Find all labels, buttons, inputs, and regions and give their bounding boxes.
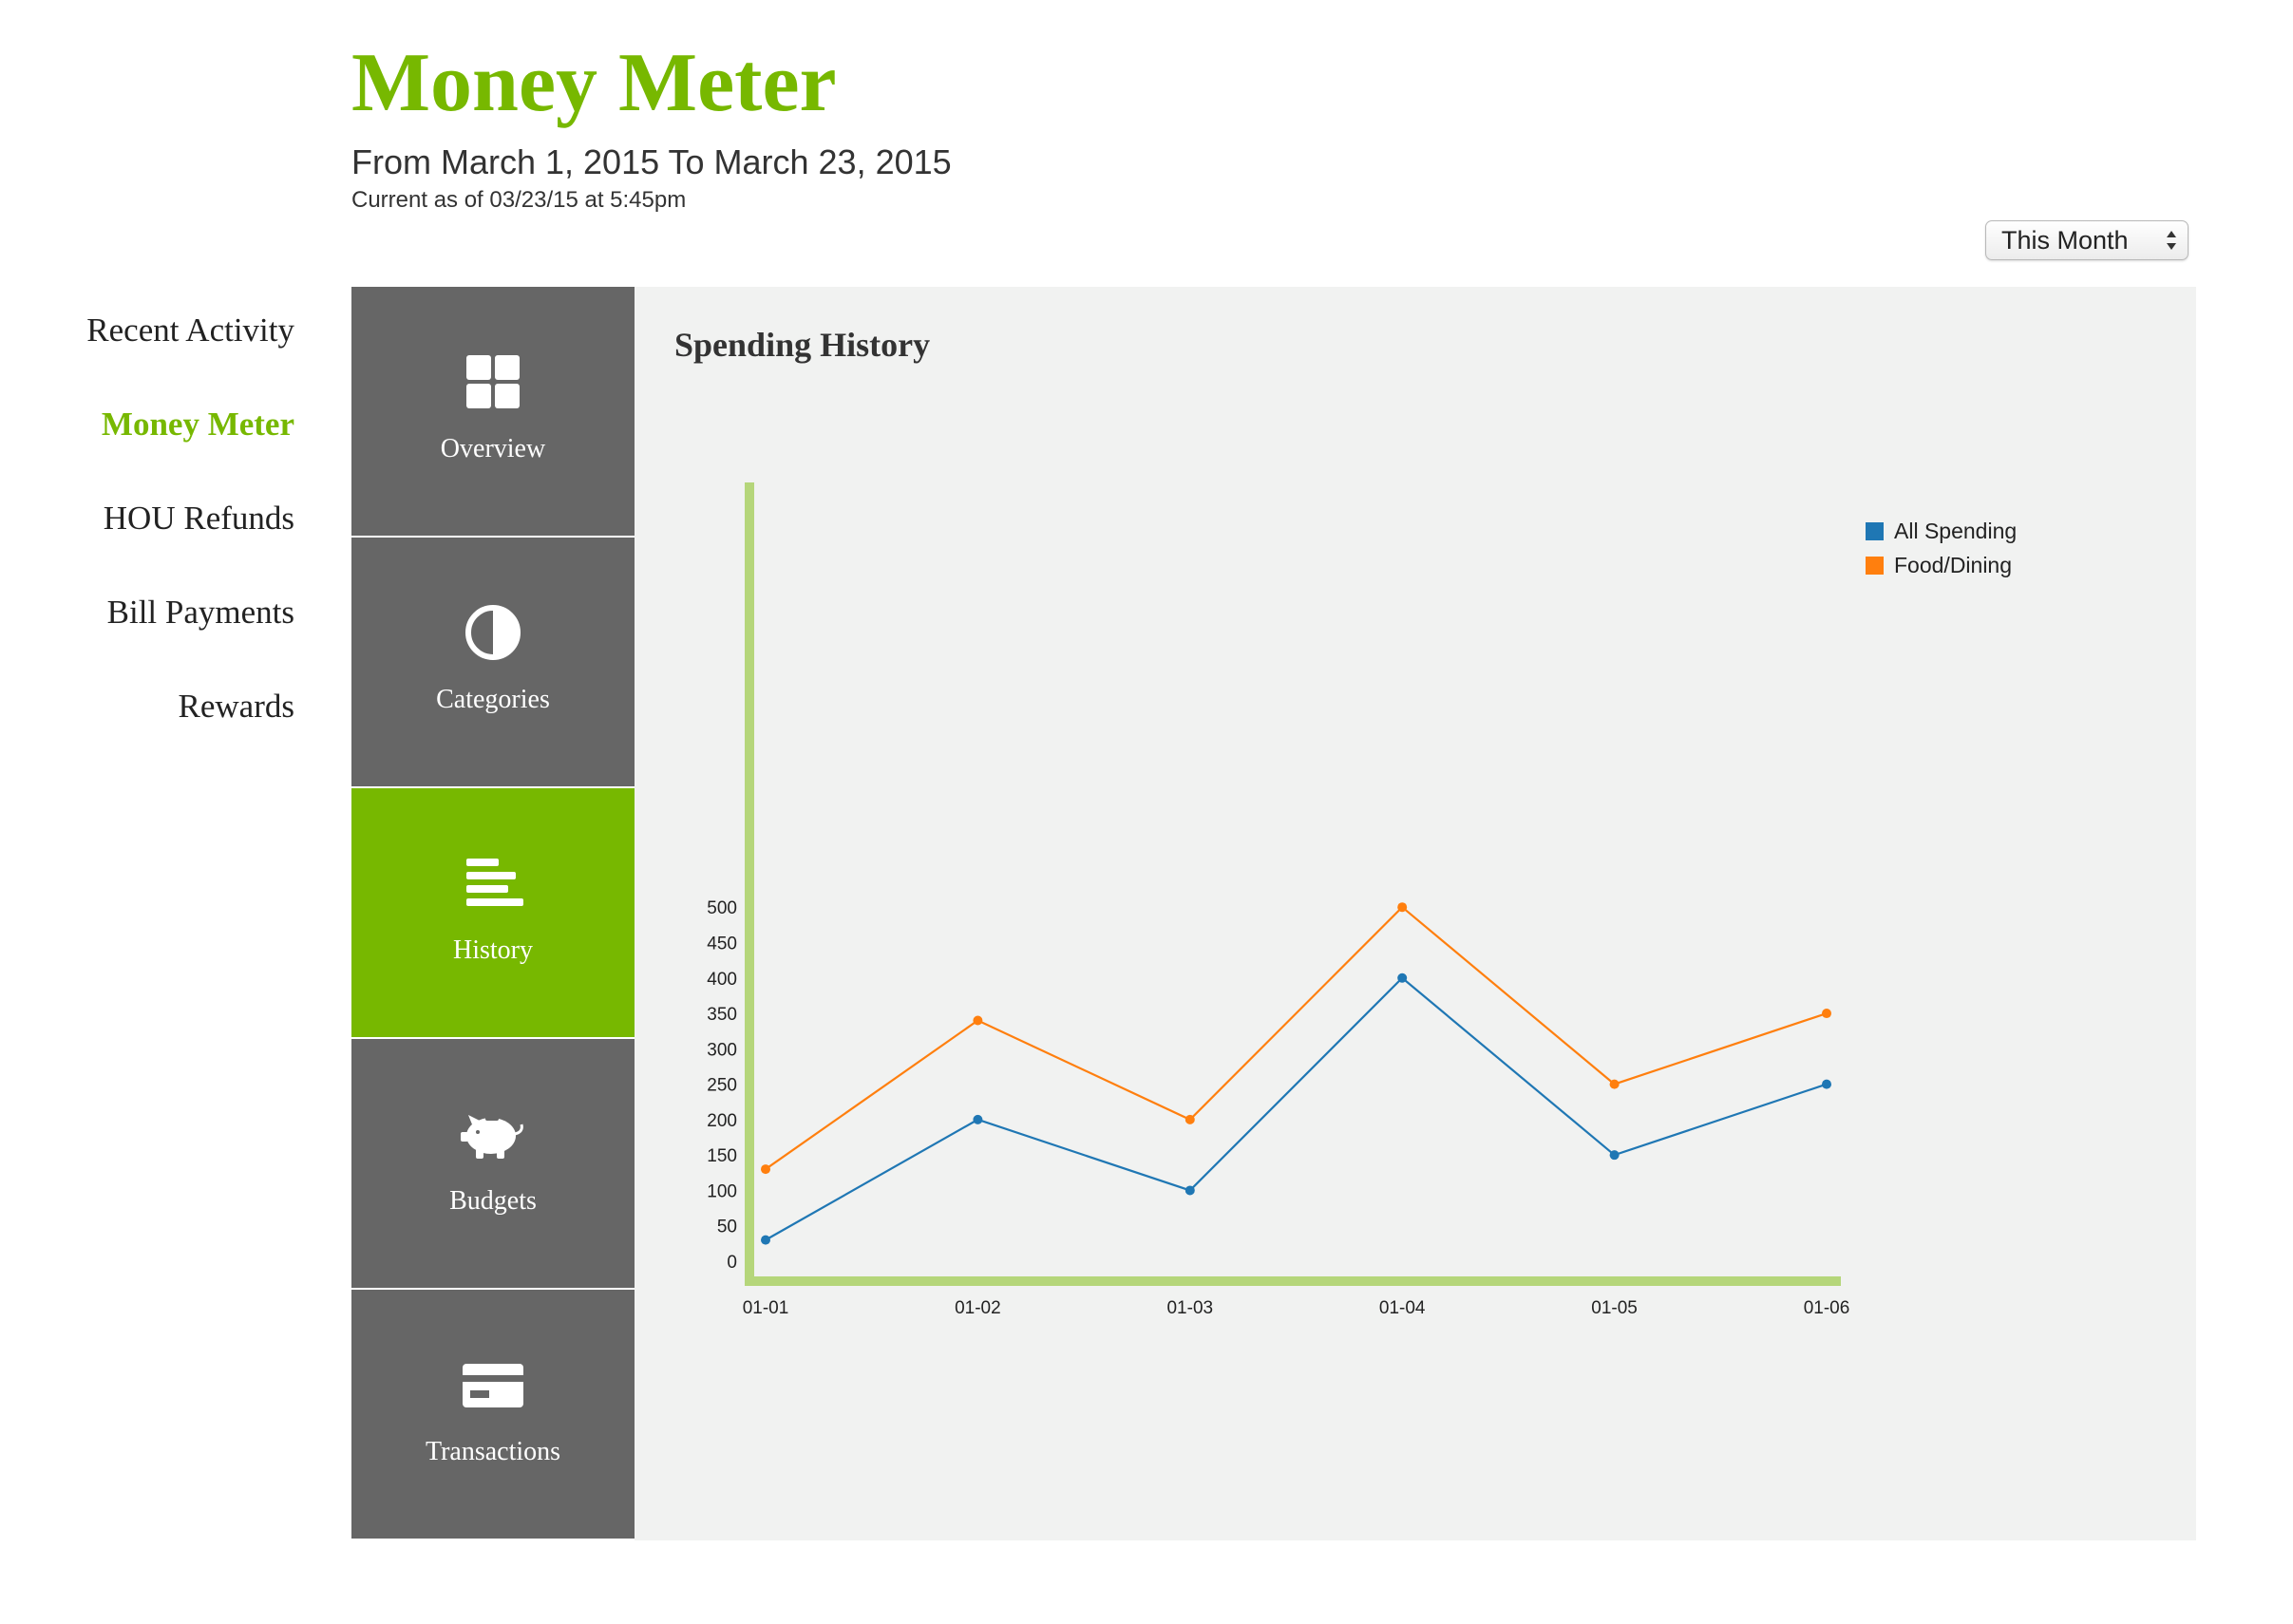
data-point-all-spending [1397, 973, 1408, 983]
nav-link-hou-refunds[interactable]: HOU Refunds [103, 500, 294, 537]
period-select-value: This Month [2001, 226, 2129, 255]
tab-categories[interactable]: Categories [351, 538, 635, 786]
credit-card-icon [463, 1364, 523, 1407]
y-tick-label: 250 [707, 1076, 737, 1096]
y-tick-label: 200 [707, 1111, 737, 1131]
data-point-all-spending [1184, 1185, 1195, 1196]
nav-link-recent-activity[interactable]: Recent Activity [86, 312, 294, 349]
nav-link-money-meter[interactable]: Money Meter [101, 406, 294, 443]
y-tick-label: 0 [727, 1253, 737, 1273]
x-tick-label: 01-04 [1379, 1298, 1426, 1318]
data-point-all-spending [1609, 1150, 1620, 1161]
tab-budgets[interactable]: Budgets [351, 1039, 635, 1288]
date-range: From March 1, 2015 To March 23, 2015 [351, 142, 952, 181]
y-tick-label: 500 [707, 898, 737, 918]
legend-label: All Spending [1894, 519, 2017, 543]
nav-link-bill-payments[interactable]: Bill Payments [106, 594, 294, 631]
grid-icon [466, 355, 520, 408]
nav-link-rewards[interactable]: Rewards [178, 688, 294, 725]
data-point-all-spending [973, 1114, 983, 1124]
bars-icon [466, 859, 523, 906]
data-point-food-dining [1609, 1079, 1620, 1089]
x-axis [754, 1276, 1841, 1286]
legend-swatch [1866, 557, 1884, 575]
series-line-food-dining [765, 905, 1828, 1170]
data-point-all-spending [761, 1235, 770, 1245]
tab-label: Budgets [449, 1186, 537, 1216]
y-tick-label: 350 [707, 1005, 737, 1025]
data-point-food-dining [761, 1164, 770, 1175]
select-arrows-icon [2167, 231, 2176, 250]
legend-swatch [1866, 522, 1884, 540]
period-select[interactable]: This Month [1985, 220, 2189, 260]
x-tick-label: 01-02 [955, 1298, 1001, 1318]
legend-label: Food/Dining [1894, 553, 2012, 577]
series-line-all-spending [765, 976, 1828, 1241]
y-tick-label: 100 [707, 1181, 737, 1201]
half-circle-icon [465, 605, 521, 660]
data-point-food-dining [973, 1015, 983, 1026]
x-tick-label: 01-06 [1804, 1298, 1850, 1318]
data-point-food-dining [1184, 1114, 1195, 1124]
tab-history[interactable]: History [351, 788, 635, 1037]
data-point-all-spending [1822, 1079, 1831, 1089]
tab-label: History [453, 935, 533, 965]
y-tick-label: 300 [707, 1040, 737, 1060]
y-tick-label: 50 [717, 1218, 737, 1237]
tab-label: Categories [436, 685, 550, 714]
y-tick-label: 450 [707, 934, 737, 954]
spending-history-panel: Spending History 0 50 100 150 200 250 300 350 40… [635, 287, 2196, 1540]
tab-label: Overview [440, 434, 546, 463]
y-tick-label: 150 [707, 1146, 737, 1166]
data-point-food-dining [1397, 902, 1408, 913]
data-point-food-dining [1822, 1009, 1831, 1019]
x-tick-label: 01-03 [1166, 1298, 1213, 1318]
x-tick-label: 01-01 [743, 1298, 789, 1318]
y-axis [745, 482, 754, 1286]
tab-transactions[interactable]: Transactions [351, 1290, 635, 1539]
page-title: Money Meter [351, 37, 837, 129]
piggy-bank-icon [461, 1115, 523, 1159]
panel-title: Spending History [674, 326, 931, 364]
y-tick-label: 400 [707, 970, 737, 990]
tab-label: Transactions [425, 1437, 561, 1466]
tab-overview[interactable]: Overview [351, 287, 635, 536]
spending-history-chart: 0 50 100 150 200 250 300 350 400 450 500 01-01 01-02… [707, 482, 2017, 1318]
current-as-of: Current as of 03/23/15 at 5:45pm [351, 187, 687, 213]
x-tick-label: 01-05 [1591, 1298, 1638, 1318]
